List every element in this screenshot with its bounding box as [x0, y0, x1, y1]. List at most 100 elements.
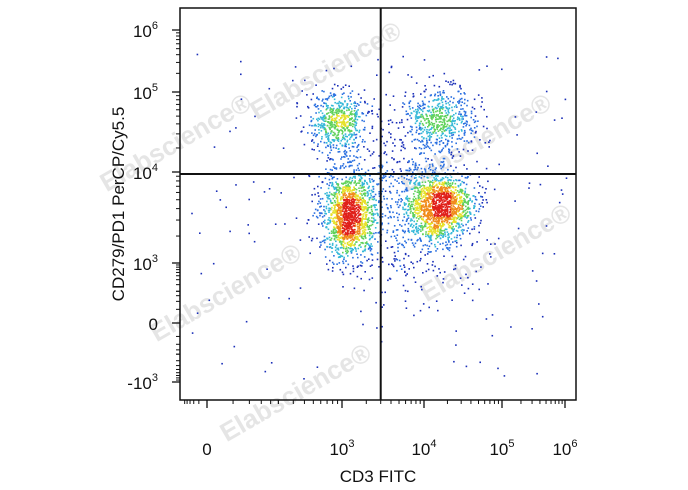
event-dot	[326, 172, 329, 174]
event-dot	[368, 150, 371, 152]
event-dot	[310, 98, 313, 101]
event-dot	[337, 227, 340, 230]
event-dot	[416, 207, 418, 210]
event-dot	[355, 169, 358, 171]
event-dot	[462, 224, 464, 227]
event-dot	[364, 221, 367, 223]
event-dot	[351, 90, 354, 92]
event-dot	[426, 197, 428, 199]
event-dot	[435, 202, 438, 205]
event-dot	[426, 215, 428, 218]
event-dot	[310, 120, 312, 123]
event-dot	[364, 174, 366, 177]
event-dot	[345, 266, 347, 269]
event-dot	[328, 217, 330, 219]
event-dot	[343, 202, 345, 204]
event-dot	[314, 103, 317, 106]
event-dot	[439, 234, 441, 236]
event-dot	[347, 161, 349, 164]
event-dot	[344, 133, 347, 135]
event-dot	[423, 175, 426, 178]
event-dot	[324, 248, 326, 251]
event-dot	[441, 161, 444, 164]
event-dot	[443, 118, 445, 120]
event-dot	[346, 140, 348, 143]
event-dot	[292, 79, 294, 82]
event-dot	[425, 143, 428, 145]
event-dot	[361, 226, 364, 228]
event-dot	[427, 236, 430, 238]
event-dot	[342, 136, 344, 139]
event-dot	[446, 212, 449, 214]
event-dot	[429, 215, 431, 217]
event-dot	[409, 168, 412, 171]
event-dot	[346, 103, 349, 105]
event-dot	[365, 114, 368, 117]
event-dot	[394, 255, 396, 257]
event-dot	[467, 206, 470, 209]
event-dot	[476, 160, 478, 163]
event-dot	[343, 215, 345, 218]
event-dot	[447, 119, 450, 121]
event-dot	[366, 195, 369, 197]
event-dot	[466, 140, 468, 142]
event-dot	[438, 203, 440, 206]
event-dot	[323, 102, 326, 105]
event-dot	[455, 213, 457, 216]
event-dot	[338, 119, 341, 121]
event-dot	[336, 251, 338, 253]
event-dot	[338, 255, 341, 258]
event-dot	[359, 244, 361, 246]
event-dot	[331, 110, 334, 113]
event-dot	[427, 180, 430, 182]
event-dot	[460, 223, 463, 225]
event-dot	[447, 179, 449, 182]
event-dot	[419, 116, 421, 118]
event-dot	[327, 140, 330, 142]
event-dot	[405, 187, 408, 190]
event-dot	[416, 230, 419, 233]
event-dot	[414, 138, 417, 141]
event-dot	[348, 229, 350, 232]
event-dot	[450, 222, 453, 224]
event-dot	[400, 145, 403, 148]
event-dot	[333, 220, 335, 222]
event-dot	[373, 198, 376, 200]
event-dot	[353, 120, 356, 122]
event-dot	[334, 118, 337, 120]
event-dot	[364, 140, 366, 143]
event-dot	[424, 157, 427, 160]
event-dot	[345, 201, 347, 203]
event-dot	[375, 199, 377, 202]
event-dot	[419, 126, 421, 129]
event-dot	[449, 129, 451, 132]
event-dot	[426, 253, 429, 255]
event-dot	[342, 183, 344, 185]
event-dot	[441, 179, 443, 181]
event-dot	[438, 189, 441, 192]
event-dot	[435, 214, 437, 217]
event-dot	[412, 161, 415, 163]
event-dot	[357, 225, 360, 228]
event-dot	[329, 92, 332, 94]
event-dot	[438, 143, 441, 146]
event-dot	[444, 203, 447, 206]
event-dot	[428, 120, 430, 122]
event-dot	[465, 124, 467, 127]
event-dot	[405, 203, 407, 205]
event-dot	[321, 212, 323, 215]
event-dot	[451, 132, 453, 134]
event-dot	[439, 108, 441, 111]
event-dot	[334, 94, 337, 96]
event-dot	[328, 191, 331, 194]
event-dot	[425, 194, 427, 197]
event-dot	[338, 186, 340, 189]
event-dot	[364, 180, 366, 183]
event-dot	[451, 207, 454, 209]
event-dot	[336, 238, 339, 241]
event-dot	[389, 192, 392, 194]
event-dot	[536, 152, 538, 155]
event-dot	[395, 258, 397, 260]
event-dot	[427, 146, 430, 148]
event-dot	[438, 206, 441, 208]
